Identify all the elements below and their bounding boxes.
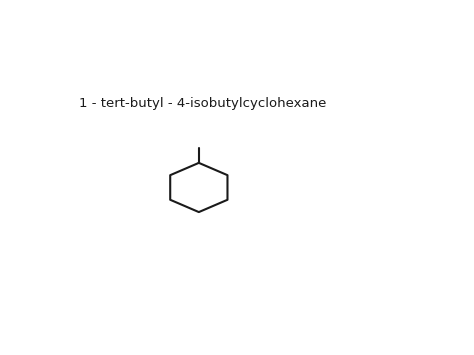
Text: 1 - tert-butyl - 4-isobutylcyclohexane: 1 - tert-butyl - 4-isobutylcyclohexane xyxy=(80,97,327,110)
